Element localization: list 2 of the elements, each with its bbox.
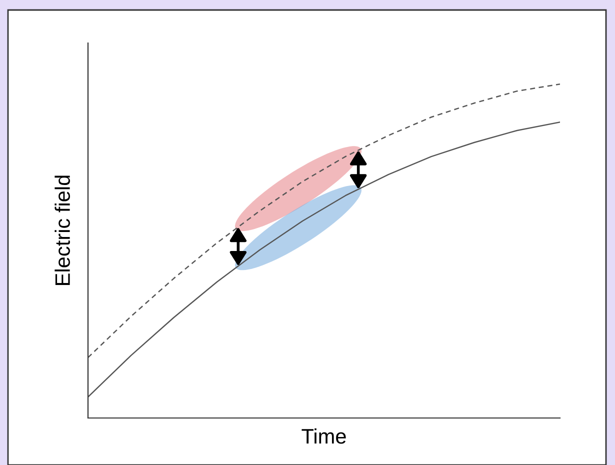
- x-axis-title: Time: [302, 428, 346, 444]
- y-axis-title: Electric field: [54, 176, 70, 285]
